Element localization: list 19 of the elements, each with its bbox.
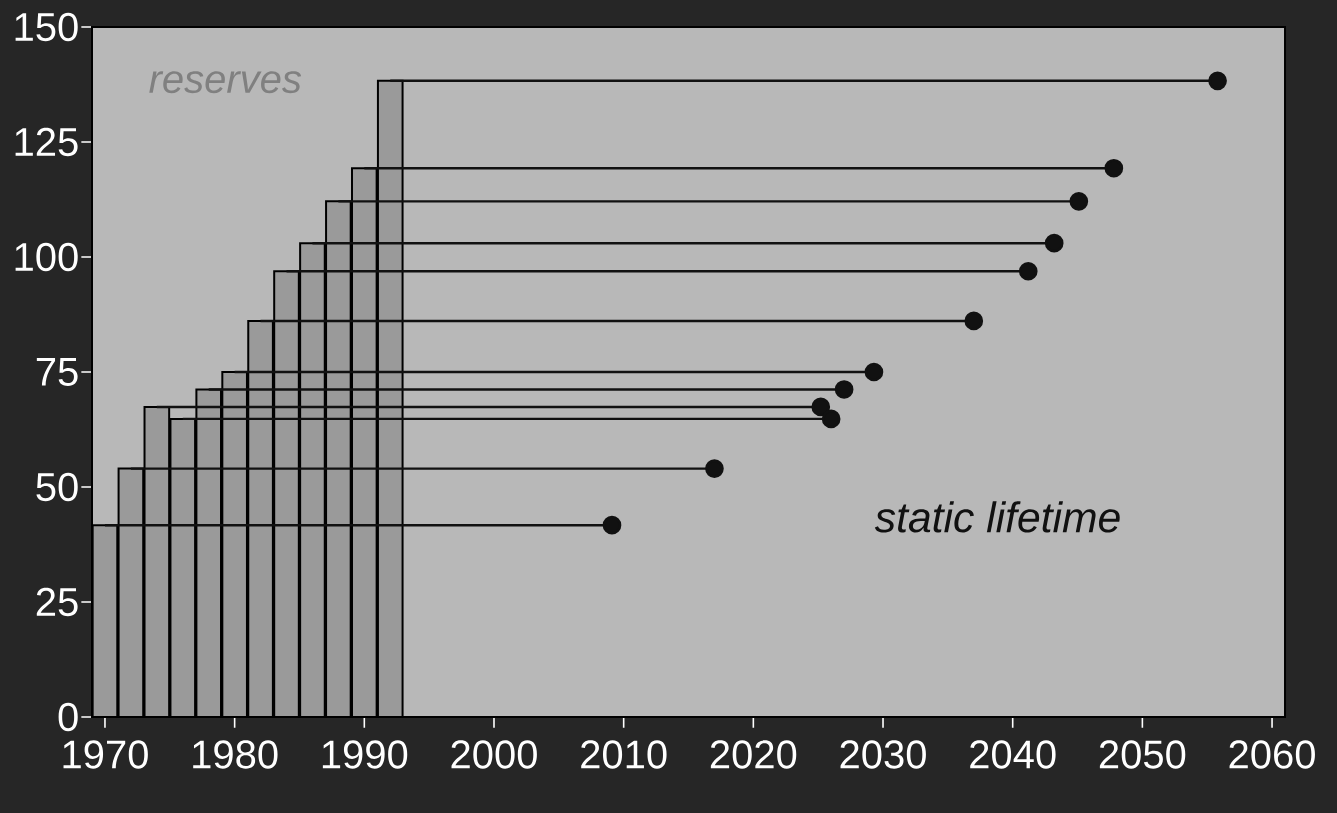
y-tick-label: 25 <box>36 587 78 617</box>
x-tick-label: 1970 <box>63 740 148 769</box>
x-tick-label: 2030 <box>840 740 926 769</box>
y-tick-label: 75 <box>36 358 78 386</box>
x-tick-label: 2010 <box>581 740 667 769</box>
y-tick-label: 150 <box>15 12 78 42</box>
x-tick-label: 1980 <box>193 740 278 769</box>
x-tick-label: 2040 <box>970 740 1056 769</box>
x-tick-label: 2020 <box>710 740 797 769</box>
x-tick-label: 2050 <box>1099 740 1186 769</box>
series-label: static lifetime <box>874 501 1120 533</box>
series-label: reserves <box>149 71 302 94</box>
y-tick-label: 0 <box>58 702 78 732</box>
x-tick-label: 2060 <box>1229 740 1315 769</box>
y-tick-label: 50 <box>36 472 78 502</box>
y-tick-label: 100 <box>15 242 78 272</box>
x-tick-label: 2000 <box>451 740 537 769</box>
x-tick-label: 1990 <box>322 740 408 769</box>
y-tick-label: 125 <box>15 127 78 157</box>
